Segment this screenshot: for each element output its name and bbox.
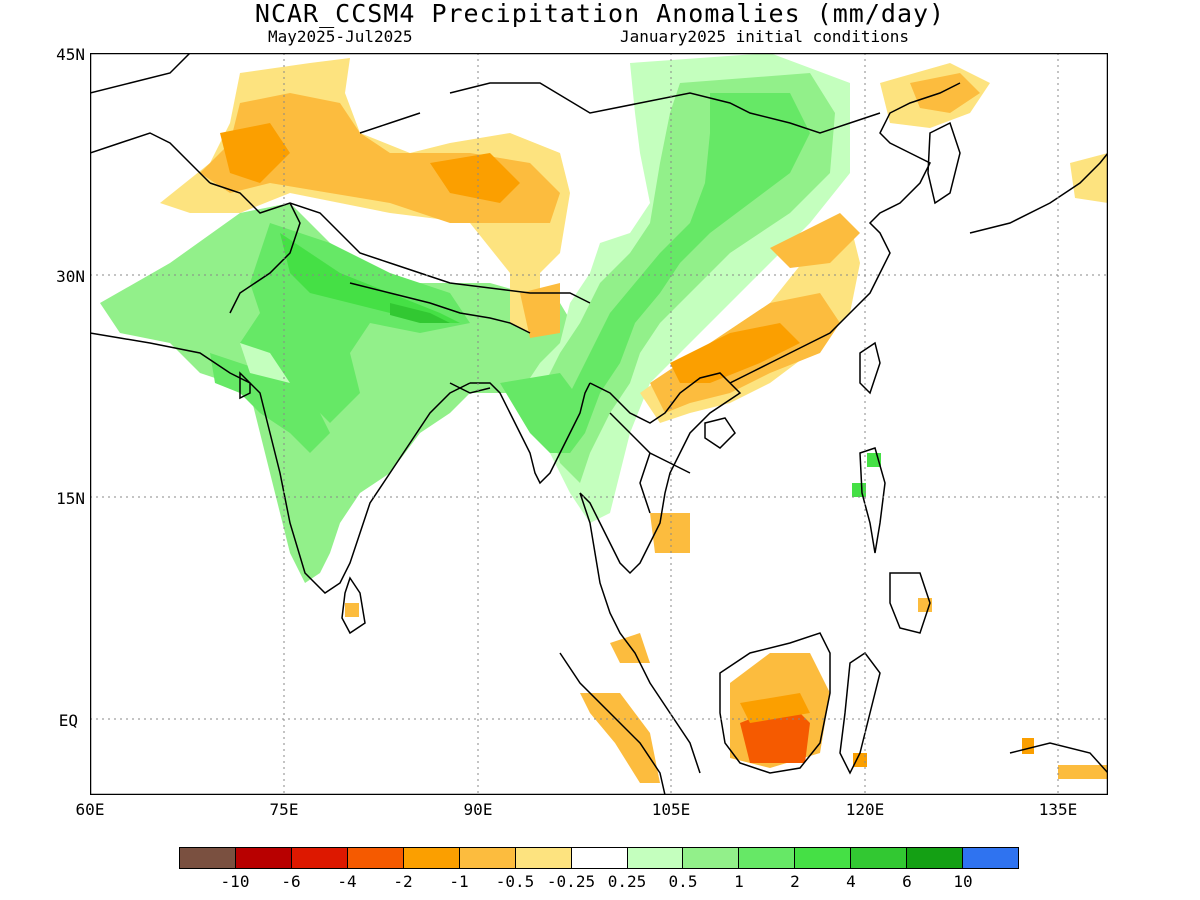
legend-swatch <box>403 848 460 868</box>
legend-swatch <box>180 848 236 868</box>
lon-label-105e: 105E <box>651 800 691 819</box>
lon-label-75e: 75E <box>269 800 299 819</box>
anomaly-region <box>280 233 460 323</box>
anomaly-region <box>910 73 980 113</box>
lat-label-45n: 45N <box>56 45 85 64</box>
legend-label: -6 <box>281 872 301 891</box>
legend-swatch <box>851 848 908 868</box>
anomaly-region <box>220 123 290 183</box>
lon-label-60e: 60E <box>75 800 105 819</box>
anomaly-cell <box>1022 738 1034 754</box>
legend-label: 0.25 <box>607 872 647 891</box>
precipitation-anomaly-map <box>90 53 1108 795</box>
legend-label: 4 <box>846 872 856 891</box>
legend-label: -0.25 <box>546 872 596 891</box>
anomaly-region <box>770 213 860 268</box>
legend-label: 6 <box>902 872 912 891</box>
anomaly-region <box>650 513 690 553</box>
anomaly-region <box>740 693 810 723</box>
anomaly-region <box>580 693 660 783</box>
legend-swatch <box>291 848 348 868</box>
legend-swatch <box>739 848 796 868</box>
chart-title: NCAR_CCSM4 Precipitation Anomalies (mm/d… <box>254 0 946 28</box>
lon-label-90e: 90E <box>463 800 493 819</box>
legend-label: 1 <box>734 872 744 891</box>
legend-label: 10 <box>953 872 973 891</box>
legend-swatch <box>627 848 684 868</box>
legend-label: 0.5 <box>668 872 698 891</box>
anomaly-region <box>390 303 450 323</box>
legend-label: -4 <box>337 872 357 891</box>
anomaly-region <box>520 283 560 338</box>
lat-label-15n: 15N <box>56 489 85 508</box>
anomaly-region <box>610 633 650 663</box>
anomaly-region <box>430 153 520 203</box>
anomaly-shading <box>100 53 1108 783</box>
anomaly-region <box>240 343 290 383</box>
legend-swatch <box>515 848 572 868</box>
anomaly-cell <box>853 753 867 767</box>
legend-swatch <box>459 848 516 868</box>
legend-swatch <box>235 848 292 868</box>
legend-label: -2 <box>393 872 413 891</box>
legend-swatch <box>571 848 628 868</box>
legend-swatch <box>963 848 1019 868</box>
lon-label-120e: 120E <box>845 800 885 819</box>
anomaly-region <box>560 93 810 453</box>
anomaly-region <box>500 373 590 453</box>
legend-swatch <box>795 848 852 868</box>
lat-label-30n: 30N <box>56 267 85 286</box>
anomaly-region <box>670 323 800 383</box>
coastlines <box>90 53 1108 795</box>
legend-swatch <box>907 848 964 868</box>
legend-label: -1 <box>449 872 469 891</box>
lon-label-135e: 135E <box>1038 800 1078 819</box>
forecast-period: May2025-Jul2025 <box>268 27 413 46</box>
legend-label: -0.5 <box>495 872 535 891</box>
lat-label-eq: EQ <box>58 711 78 730</box>
anomaly-cell <box>852 483 866 497</box>
color-legend-bar <box>179 847 1019 869</box>
legend-label: 2 <box>790 872 800 891</box>
map-border <box>90 53 1108 795</box>
legend-swatch <box>347 848 404 868</box>
anomaly-cell <box>1058 765 1108 779</box>
anomaly-cell <box>345 603 359 617</box>
gridlines <box>90 53 1108 795</box>
initial-conditions: January2025 initial conditions <box>620 27 909 46</box>
legend-swatch <box>683 848 740 868</box>
legend-label: -10 <box>220 872 250 891</box>
